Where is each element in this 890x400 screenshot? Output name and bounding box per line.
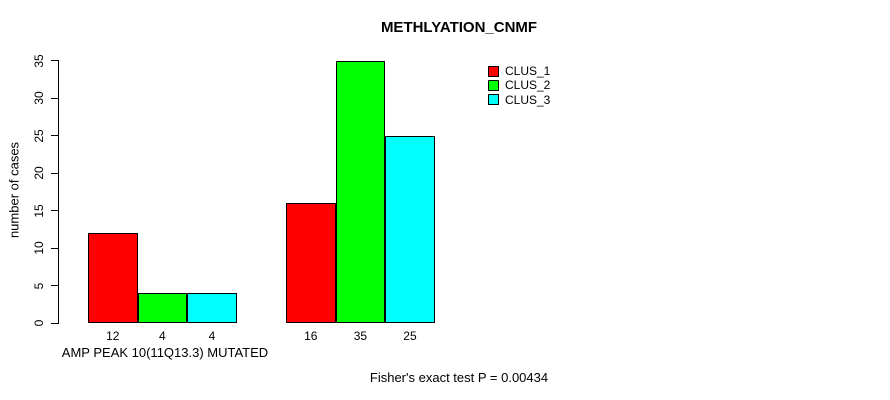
legend-item: CLUS_2: [488, 78, 550, 92]
y-tick-label: 5: [32, 282, 46, 289]
y-tick-mark: [51, 210, 58, 211]
chart-title: METHLYATION_CNMF: [380, 19, 538, 36]
x-axis-label: AMP PEAK 10(11Q13.3) MUTATED: [61, 345, 269, 360]
bar-value-label: 16: [304, 329, 318, 343]
y-tick-mark: [51, 60, 58, 61]
annotation-text: Fisher's exact test P = 0.00434: [369, 370, 549, 385]
legend-label: CLUS_2: [505, 78, 551, 93]
y-tick-mark: [51, 97, 58, 99]
bar-clus_2-group1: [137, 293, 188, 323]
bar-value-label: 12: [106, 329, 120, 343]
y-tick-mark: [51, 285, 58, 286]
y-tick-label: 20: [32, 166, 46, 180]
legend-swatch-clus_3: [488, 94, 499, 106]
y-tick-label: 30: [32, 91, 46, 105]
bar-clus_2-group2: [335, 60, 386, 323]
bar-value-label: 4: [208, 329, 216, 343]
y-tick-mark: [51, 322, 58, 324]
y-tick-mark: [51, 247, 58, 249]
bar-clus_3-group2: [385, 135, 435, 323]
y-tick-mark: [51, 135, 58, 136]
y-tick-mark: [51, 172, 58, 174]
legend-swatch-clus_2: [488, 79, 499, 91]
y-tick-label: 10: [32, 241, 46, 255]
y-tick-label: 15: [32, 203, 46, 218]
legend-item: CLUS_3: [488, 93, 550, 107]
y-axis-label: number of cases: [6, 141, 22, 239]
bar-clus_1-group2: [286, 203, 336, 323]
y-axis-line: [58, 60, 59, 324]
bar-value-label: 35: [353, 329, 368, 343]
y-tick-label: 0: [32, 319, 46, 327]
bar-value-label: 4: [159, 329, 166, 343]
legend-item: CLUS_1: [488, 64, 550, 78]
bar-clus_1-group1: [88, 233, 138, 323]
y-tick-label: 35: [32, 53, 46, 68]
legend-swatch-clus_1: [488, 65, 499, 77]
legend-label: CLUS_3: [505, 92, 551, 107]
bar-clus_3-group1: [187, 293, 237, 323]
bar-value-label: 25: [403, 329, 417, 343]
y-tick-label: 25: [32, 128, 46, 143]
legend-label: CLUS_1: [505, 64, 551, 78]
